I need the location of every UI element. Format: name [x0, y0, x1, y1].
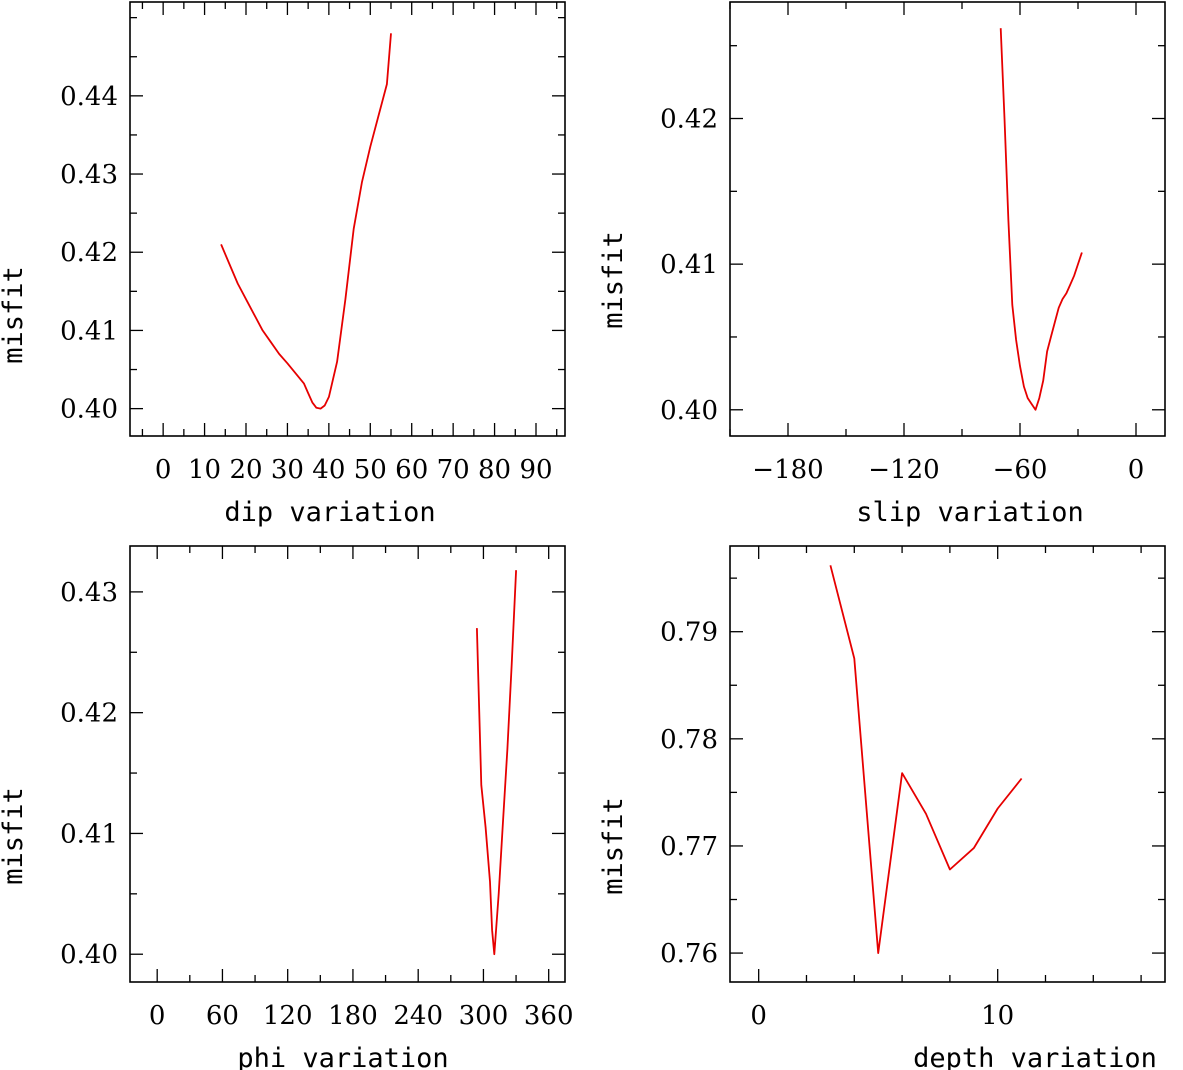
x-tick-label: 180 [328, 1001, 378, 1031]
y-tick-label: 0.41 [60, 819, 118, 849]
x-tick-label: 20 [229, 455, 262, 485]
x-tick-label: 40 [312, 455, 345, 485]
x-tick-label: 0 [1128, 455, 1145, 485]
y-tick-label: 0.42 [660, 105, 718, 135]
plot-frame [129, 1, 566, 437]
misfit-curve [476, 570, 517, 956]
misfit-curve [220, 33, 392, 410]
y-tick-label: 0.40 [60, 940, 118, 970]
y-tick-label: 0.77 [660, 832, 718, 862]
panel-4: 0.76 0.77 0.78 0.79 0 10 depth variation misfit [598, 545, 1166, 1070]
y-tick-label: 0.76 [660, 939, 718, 969]
plot-frame [729, 1, 1166, 437]
x-tick-label: 30 [271, 455, 304, 485]
y-tick-label: 0.40 [660, 396, 718, 426]
misfit-curve [829, 565, 1023, 954]
x-axis-label: depth variation [913, 1043, 1157, 1070]
x-tick-label: 60 [206, 1001, 239, 1031]
x-tick-label: 240 [393, 1001, 443, 1031]
y-axis-label: misfit [0, 266, 29, 364]
plot-frame [729, 545, 1166, 983]
x-tick-label: 50 [354, 455, 387, 485]
x-tick-label: −120 [868, 455, 939, 485]
y-tick-label: 0.41 [60, 316, 118, 346]
panel-2: 0.40 0.41 0.42 −180 −120 −60 0 slip variation mi… [598, 1, 1166, 528]
y-tick-label: 0.41 [660, 250, 718, 280]
x-tick-label: 60 [395, 455, 428, 485]
y-tick-label: 0.44 [60, 82, 118, 112]
x-tick-label: 10 [981, 1001, 1014, 1031]
x-tick-label: 90 [519, 455, 552, 485]
plot-frame [129, 545, 566, 983]
x-tick-label: 360 [524, 1001, 574, 1031]
y-tick-label: 0.42 [60, 238, 118, 268]
x-tick-label: 0 [155, 455, 172, 485]
y-tick-label: 0.78 [660, 725, 718, 755]
x-tick-label: 70 [437, 455, 470, 485]
y-tick-label: 0.43 [60, 160, 118, 190]
y-tick-label: 0.40 [60, 395, 118, 425]
panel-1: 0.40 0.41 0.42 0.43 0.44 0 10 20 30 40 50 60 70 80 90 d… [0, 1, 566, 528]
x-tick-label: 10 [188, 455, 221, 485]
panel-3: 0.40 0.41 0.42 0.43 0 60 120 180 240 300 360 phi va… [0, 545, 574, 1070]
x-tick-label: 300 [459, 1001, 509, 1031]
y-tick-label: 0.79 [660, 618, 718, 648]
x-axis-label: phi variation [237, 1043, 448, 1070]
x-tick-label: 0 [750, 1001, 767, 1031]
y-tick-label: 0.43 [60, 578, 118, 608]
y-axis-label: misfit [598, 231, 629, 329]
y-tick-label: 0.42 [60, 699, 118, 729]
x-axis-label: dip variation [224, 497, 435, 528]
y-axis-label: misfit [0, 787, 29, 885]
x-tick-label: −60 [993, 455, 1048, 485]
x-tick-label: 120 [263, 1001, 313, 1031]
x-tick-label: 0 [149, 1001, 166, 1031]
x-axis-label: slip variation [856, 497, 1084, 528]
misfit-curve [999, 28, 1083, 411]
y-axis-label: misfit [598, 797, 629, 895]
x-tick-label: 80 [478, 455, 511, 485]
x-tick-label: −180 [752, 455, 823, 485]
